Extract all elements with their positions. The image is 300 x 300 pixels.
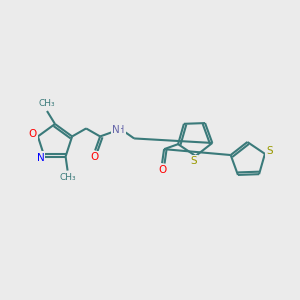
Text: N: N: [112, 125, 120, 135]
Text: CH₃: CH₃: [39, 100, 55, 109]
Text: S: S: [267, 146, 273, 156]
Text: S: S: [190, 156, 197, 166]
Text: N: N: [37, 153, 44, 163]
Text: O: O: [158, 165, 166, 175]
Text: CH₃: CH₃: [59, 173, 76, 182]
Text: O: O: [29, 129, 37, 140]
Text: H: H: [117, 125, 125, 135]
Text: O: O: [90, 152, 98, 162]
